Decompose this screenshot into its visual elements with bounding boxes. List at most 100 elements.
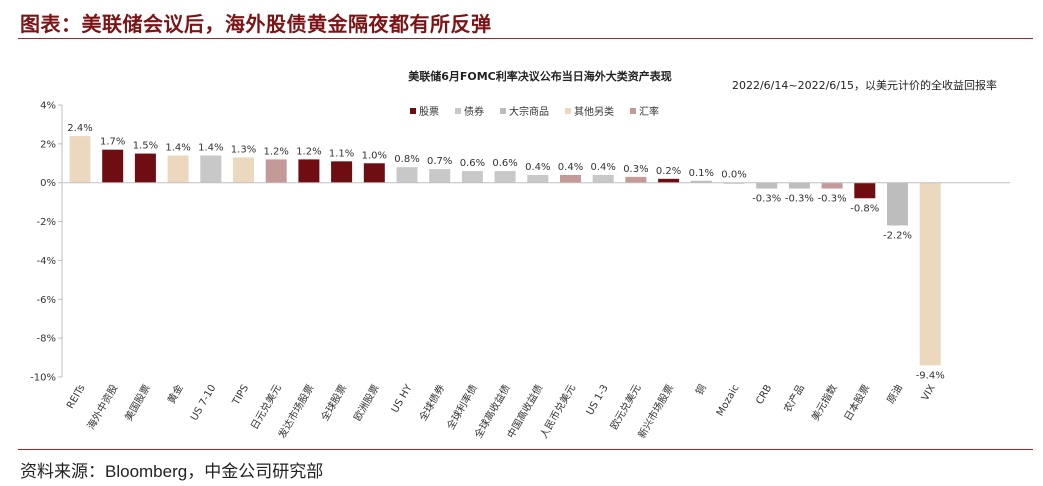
x-tick-label: 全球利率债: [444, 382, 480, 432]
bar: [200, 155, 222, 183]
x-tick-label: CRB: [754, 383, 774, 407]
data-label: 1.4%: [198, 143, 223, 154]
bar: [788, 182, 810, 189]
x-tick-label: 日本股票: [841, 382, 872, 423]
data-label: 1.5%: [133, 141, 158, 152]
data-label: 1.2%: [263, 146, 288, 157]
data-label: -2.2%: [883, 230, 912, 241]
data-label: 0.8%: [394, 154, 419, 165]
data-label: 0.6%: [460, 158, 485, 169]
chart-subtitle: 2022/6/14~2022/6/15，以美元计价的全收益回报率: [732, 78, 997, 92]
x-tick-label: US 7-10: [189, 383, 218, 423]
y-tick-label: -2%: [37, 217, 56, 228]
x-tick-label: 原油: [884, 382, 905, 406]
legend-label: 大宗商品: [509, 105, 549, 118]
data-label: 0.1%: [689, 168, 714, 179]
legend-swatch: [455, 108, 461, 114]
y-tick-label: -10%: [30, 373, 56, 384]
chart-title: 美联储6月FOMC利率决议公布当日海外大类资产表现: [408, 69, 672, 83]
bar: [134, 153, 156, 183]
y-tick-label: 0%: [40, 178, 56, 189]
footer-divider: [18, 449, 1033, 450]
x-tick-label: 全球股票: [318, 382, 349, 423]
bar: [854, 182, 876, 199]
data-label: 0.4%: [558, 162, 583, 173]
bar: [331, 161, 353, 183]
y-tick-label: -8%: [37, 334, 56, 345]
chart-legend: 股票 债券 大宗商品 其他另类 汇率: [410, 105, 659, 118]
bar: [102, 149, 124, 183]
x-tick-label: Mozaic: [715, 383, 742, 418]
x-tick-label: US 1-3: [585, 383, 611, 417]
bar: [167, 155, 189, 183]
data-label: -0.3%: [752, 194, 781, 205]
bar: [690, 180, 712, 183]
x-tick-label: 美国股票: [122, 382, 153, 423]
data-label: 0.0%: [721, 170, 746, 181]
data-label: 1.7%: [100, 137, 125, 148]
source-note: 资料来源：Bloomberg，中金公司研究部: [20, 462, 324, 481]
bar: [69, 136, 91, 183]
data-label: 0.3%: [623, 164, 648, 175]
data-label: 2.4%: [67, 123, 92, 134]
bar: [265, 159, 287, 183]
bar: [919, 182, 941, 366]
bar: [625, 176, 647, 183]
page-title: 图表：美联储会议后，海外股债黄金隔夜都有所反弹: [20, 12, 492, 36]
x-tick-label: REITs: [65, 383, 87, 411]
x-tick-label: 铜: [694, 383, 709, 398]
data-label: 0.2%: [656, 166, 681, 177]
bar: [527, 174, 549, 183]
bar: [396, 167, 418, 183]
x-tick-label: 海外中资股: [84, 382, 120, 432]
legend-label: 债券: [464, 105, 484, 118]
data-label: -9.4%: [916, 370, 945, 381]
x-tick-label: US HY: [390, 382, 415, 415]
y-tick-label: -6%: [37, 295, 56, 306]
y-tick-label: -4%: [37, 256, 56, 267]
x-tick-label: 黄金: [164, 382, 185, 406]
data-label: 0.6%: [492, 158, 517, 169]
x-tick-label: 日元兑美元: [248, 382, 284, 432]
bar: [756, 182, 778, 189]
bar: [592, 174, 614, 183]
x-tick-label: 全球债券: [416, 382, 447, 423]
legend-label: 汇率: [639, 105, 659, 118]
legend-swatch: [500, 108, 506, 114]
x-tick-label: 美元指数: [808, 382, 839, 423]
x-tick-label: 农产品: [781, 382, 807, 414]
y-axis: 4% 2% 0% -2% -4% -6% -8% -10%: [30, 101, 63, 384]
x-tick-label: 欧元兑美元: [607, 382, 643, 432]
data-label: 0.4%: [525, 162, 550, 173]
data-label: 1.4%: [165, 143, 190, 154]
bar: [429, 169, 451, 183]
data-label: 1.0%: [362, 150, 387, 161]
y-tick-label: 2%: [40, 139, 56, 150]
bar: [461, 171, 483, 183]
legend-swatch: [565, 108, 571, 114]
bar: [658, 178, 680, 183]
bars-group: 2.4% 1.7% 1.5% 1.4% 1.4% 1.3% 1.2% 1.2% 1.1% 1.0%…: [67, 123, 944, 381]
data-label: 0.4%: [590, 162, 615, 173]
data-label: -0.8%: [850, 203, 879, 214]
data-label: 1.2%: [296, 146, 321, 157]
legend-label: 其他另类: [574, 105, 614, 118]
bar: [821, 182, 843, 189]
bar: [560, 174, 581, 183]
bar: [233, 157, 254, 183]
bar: [298, 159, 320, 183]
bar: [494, 171, 516, 183]
x-tick-label: 欧洲股票: [352, 383, 382, 424]
data-label: 1.3%: [231, 144, 256, 155]
x-tick-label: VIX: [920, 383, 938, 403]
legend-swatch: [410, 108, 416, 114]
bar-chart: 美联储6月FOMC利率决议公布当日海外大类资产表现 2022/6/14~2022…: [30, 69, 1010, 440]
bar: [363, 163, 385, 183]
data-label: 1.1%: [329, 148, 354, 159]
data-label: 0.7%: [427, 156, 452, 167]
x-tick-label: TIPS: [230, 383, 251, 408]
data-label: -0.3%: [818, 194, 847, 205]
data-label: -0.3%: [785, 194, 814, 205]
title-divider: [18, 38, 1033, 39]
